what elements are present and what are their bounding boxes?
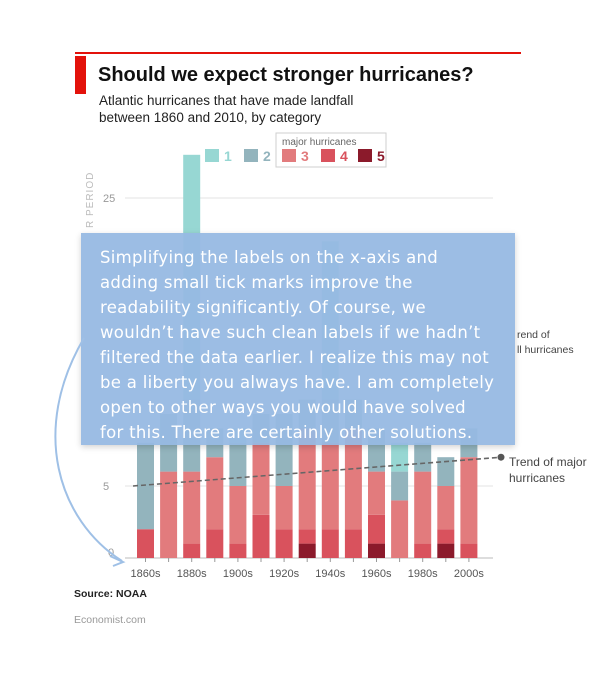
bar-segment-cat2 [229, 442, 247, 486]
bar-segment-cat3 [298, 428, 316, 530]
bar-segment-cat5 [437, 543, 455, 558]
y-tick-label: 5 [103, 481, 109, 493]
legend-group-label: major hurricanes [282, 137, 356, 148]
bar-segment-cat3 [460, 457, 478, 544]
legend-swatch [282, 149, 296, 162]
x-tick-label: 2000s [454, 568, 484, 580]
y-tick-label: 0 [108, 547, 114, 559]
legend-swatch [358, 149, 372, 162]
bar-segment-cat3 [229, 486, 247, 544]
bar-segment-cat3 [414, 471, 432, 544]
bar-segment-cat1 [391, 442, 409, 472]
bar-segment-cat5 [298, 543, 316, 558]
bar-segment-cat2 [137, 442, 154, 530]
bar-segment-cat4 [229, 543, 247, 558]
legend-label: 5 [377, 148, 385, 164]
top-rule [75, 52, 521, 54]
annotation-line: adding small tick marks improve the [100, 273, 413, 292]
bar-segment-cat3 [160, 471, 178, 558]
legend-label: 4 [340, 148, 348, 164]
x-tick-label: 1860s [131, 568, 161, 580]
trend-label-all: ll hurricanes [517, 344, 574, 356]
bar-segment-cat3 [183, 471, 201, 544]
bar-segment-cat4 [460, 543, 478, 558]
bar-segment-cat4 [344, 529, 362, 558]
y-axis-label: R PERIOD [85, 172, 96, 228]
y-tick-label: 25 [103, 193, 115, 205]
legend-label: 1 [224, 148, 232, 164]
trend-label-all: rend of [517, 329, 550, 341]
legend-swatch [244, 149, 258, 162]
trend-label-major: Trend of major [509, 455, 587, 469]
bar-segment-cat2 [414, 442, 432, 472]
x-tick-label: 1880s [177, 568, 207, 580]
annotation-line: be a liberty you always have. I am compl… [100, 373, 495, 392]
annotation-line: wouldn’t have such clean labels if we ha… [100, 323, 481, 342]
legend-label: 2 [263, 148, 271, 164]
x-tick-label: 1940s [315, 568, 345, 580]
bar-segment-cat4 [298, 529, 316, 544]
legend-swatch [205, 149, 219, 162]
trend-end-dot [497, 453, 505, 461]
red-tag [75, 56, 86, 94]
trend-label-major: hurricanes [509, 471, 565, 485]
annotation-line: filtered the data earlier. I realize thi… [100, 348, 490, 367]
bar-segment-cat4 [368, 514, 385, 544]
bar-segment-cat4 [321, 529, 339, 558]
bar-segment-cat4 [275, 529, 293, 558]
legend-swatch [321, 149, 335, 162]
bar-segment-cat3 [321, 442, 339, 530]
credit-note: Economist.com [74, 614, 146, 626]
x-tick-label: 1900s [223, 568, 253, 580]
source-note: Source: NOAA [74, 588, 147, 600]
bar-segment-cat2 [437, 457, 455, 486]
annotation-line: Simplifying the labels on the x-axis and [100, 248, 439, 267]
bar-segment-cat4 [183, 543, 201, 558]
subtitle-line: Atlantic hurricanes that have made landf… [99, 93, 354, 108]
bar-segment-cat3 [206, 457, 224, 530]
bar-segment-cat4 [137, 529, 154, 558]
bar-segment-cat4 [414, 543, 432, 558]
bar-segment-cat3 [252, 442, 270, 515]
bar-segment-cat4 [206, 529, 224, 558]
subtitle-line: between 1860 and 2010, by category [99, 110, 322, 125]
bar-segment-cat4 [437, 529, 455, 544]
annotation-text: Simplifying the labels on the x-axis and… [100, 245, 500, 445]
legend-label: 3 [301, 148, 309, 164]
x-tick-label: 1960s [362, 568, 392, 580]
bar-segment-cat3 [391, 500, 409, 558]
bar-segment-cat5 [368, 543, 385, 558]
annotation-box [81, 233, 515, 445]
annotation-line: readability significantly. Of course, we [100, 298, 426, 317]
bar-segment-cat2 [391, 471, 409, 501]
chart-title: Should we expect stronger hurricanes? [98, 64, 474, 86]
legend-group-box [275, 132, 387, 168]
annotation-line: for this. There are certainly other solu… [100, 423, 473, 442]
annotation-line: open to other ways you would have solved [100, 398, 466, 417]
bar-segment-cat3 [275, 486, 293, 530]
trend-line-major [132, 456, 502, 487]
x-tick-label: 1980s [408, 568, 438, 580]
bar-segment-cat3 [368, 471, 385, 515]
bar-segment-cat4 [252, 514, 270, 558]
x-tick-label: 1920s [269, 568, 299, 580]
bar-segment-cat3 [437, 486, 455, 530]
chart-subtitle: Atlantic hurricanes that have made landf… [99, 92, 429, 126]
bar-segment-cat3 [344, 428, 362, 530]
